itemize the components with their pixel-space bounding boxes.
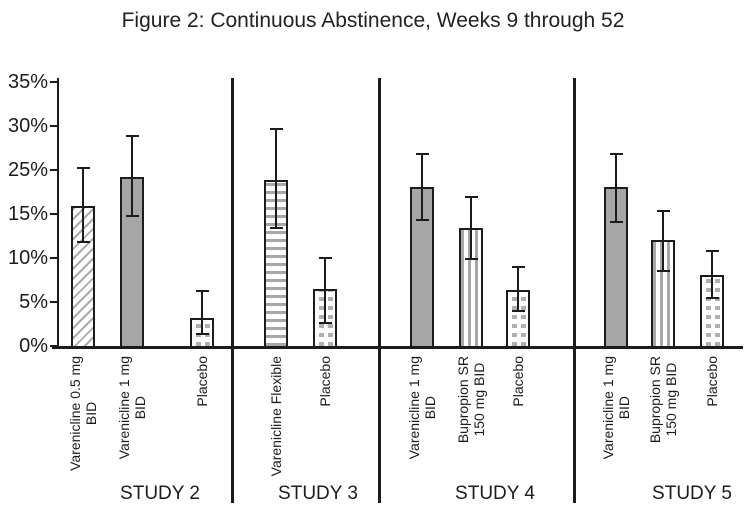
error-bar-stem bbox=[82, 167, 84, 242]
bar-label: Bupropion SR 150 mg BID bbox=[647, 356, 679, 444]
bar bbox=[506, 290, 530, 346]
error-bar-cap-bottom bbox=[609, 220, 623, 223]
error-bar-stem bbox=[615, 153, 617, 222]
bar bbox=[700, 275, 724, 346]
error-bar-cap-top bbox=[656, 209, 670, 212]
y-tick-label: 10% bbox=[7, 247, 48, 269]
error-bar-stem bbox=[470, 196, 472, 259]
y-tick bbox=[50, 257, 57, 259]
error-bar-cap-top bbox=[318, 256, 332, 259]
y-tick bbox=[50, 213, 57, 215]
y-tick-label: 5% bbox=[19, 291, 48, 313]
y-axis-line bbox=[57, 78, 59, 349]
error-bar-cap-bottom bbox=[464, 257, 478, 260]
error-bar-cap-top bbox=[511, 265, 525, 268]
error-bar-stem bbox=[131, 136, 133, 217]
error-bar-cap-bottom bbox=[195, 332, 209, 335]
bar-label: Placebo bbox=[704, 356, 720, 407]
bar-label: Varenicline 1 mg BID bbox=[116, 356, 148, 460]
y-tick bbox=[50, 345, 57, 347]
error-bar-cap-bottom bbox=[705, 297, 719, 300]
error-bar-stem bbox=[201, 290, 203, 334]
bar-label: Varenicline Flexible bbox=[268, 356, 284, 477]
error-bar-stem bbox=[275, 128, 277, 229]
study-label: STUDY 2 bbox=[120, 483, 200, 504]
study-label: STUDY 5 bbox=[652, 483, 732, 504]
error-bar-cap-top bbox=[269, 127, 283, 130]
error-bar-cap-top bbox=[195, 289, 209, 292]
bar-label: Placebo bbox=[317, 356, 333, 407]
error-bar-stem bbox=[324, 257, 326, 323]
study-label: STUDY 4 bbox=[455, 483, 535, 504]
error-bar-stem bbox=[711, 250, 713, 299]
bar-label: Varenicline 0.5 mg BID bbox=[67, 356, 99, 471]
y-tick bbox=[50, 125, 57, 127]
error-bar-cap-top bbox=[415, 152, 429, 155]
bar-label: Placebo bbox=[510, 356, 526, 407]
panel-divider bbox=[378, 78, 381, 503]
y-tick bbox=[50, 81, 57, 83]
error-bar-cap-bottom bbox=[269, 227, 283, 230]
y-tick bbox=[50, 301, 57, 303]
error-bar-stem bbox=[517, 266, 519, 311]
error-bar-cap-top bbox=[705, 249, 719, 252]
study-label: STUDY 3 bbox=[278, 483, 358, 504]
error-bar-cap-bottom bbox=[656, 270, 670, 273]
chart-title: Figure 2: Continuous Abstinence, Weeks 9… bbox=[121, 9, 625, 32]
bar-label: Varenicline 1 mg BID bbox=[406, 356, 438, 460]
bar bbox=[264, 180, 288, 346]
error-bar-cap-top bbox=[464, 195, 478, 198]
x-axis-line bbox=[52, 346, 743, 349]
error-bar-cap-top bbox=[76, 166, 90, 169]
panel-divider bbox=[231, 78, 234, 503]
error-bar-cap-top bbox=[125, 135, 139, 138]
error-bar-cap-bottom bbox=[511, 309, 525, 312]
error-bar-stem bbox=[421, 153, 423, 221]
error-bar-cap-bottom bbox=[415, 219, 429, 222]
y-tick-label: 0% bbox=[19, 335, 48, 357]
panel-divider bbox=[573, 78, 576, 503]
bar-label: Varenicline 1 mg BID bbox=[600, 356, 632, 460]
error-bar-stem bbox=[662, 210, 664, 272]
error-bar-cap-bottom bbox=[318, 321, 332, 324]
y-tick bbox=[50, 169, 57, 171]
y-tick-label: 25% bbox=[7, 159, 48, 181]
error-bar-cap-top bbox=[609, 152, 623, 155]
y-tick-label: 15% bbox=[7, 203, 48, 225]
error-bar-cap-bottom bbox=[125, 215, 139, 218]
y-tick-label: 30% bbox=[7, 115, 48, 137]
y-tick-label: 35% bbox=[7, 71, 48, 93]
bar-label: Placebo bbox=[194, 356, 210, 407]
bar-label: Bupropion SR 150 mg BID bbox=[455, 356, 487, 444]
error-bar-cap-bottom bbox=[76, 240, 90, 243]
